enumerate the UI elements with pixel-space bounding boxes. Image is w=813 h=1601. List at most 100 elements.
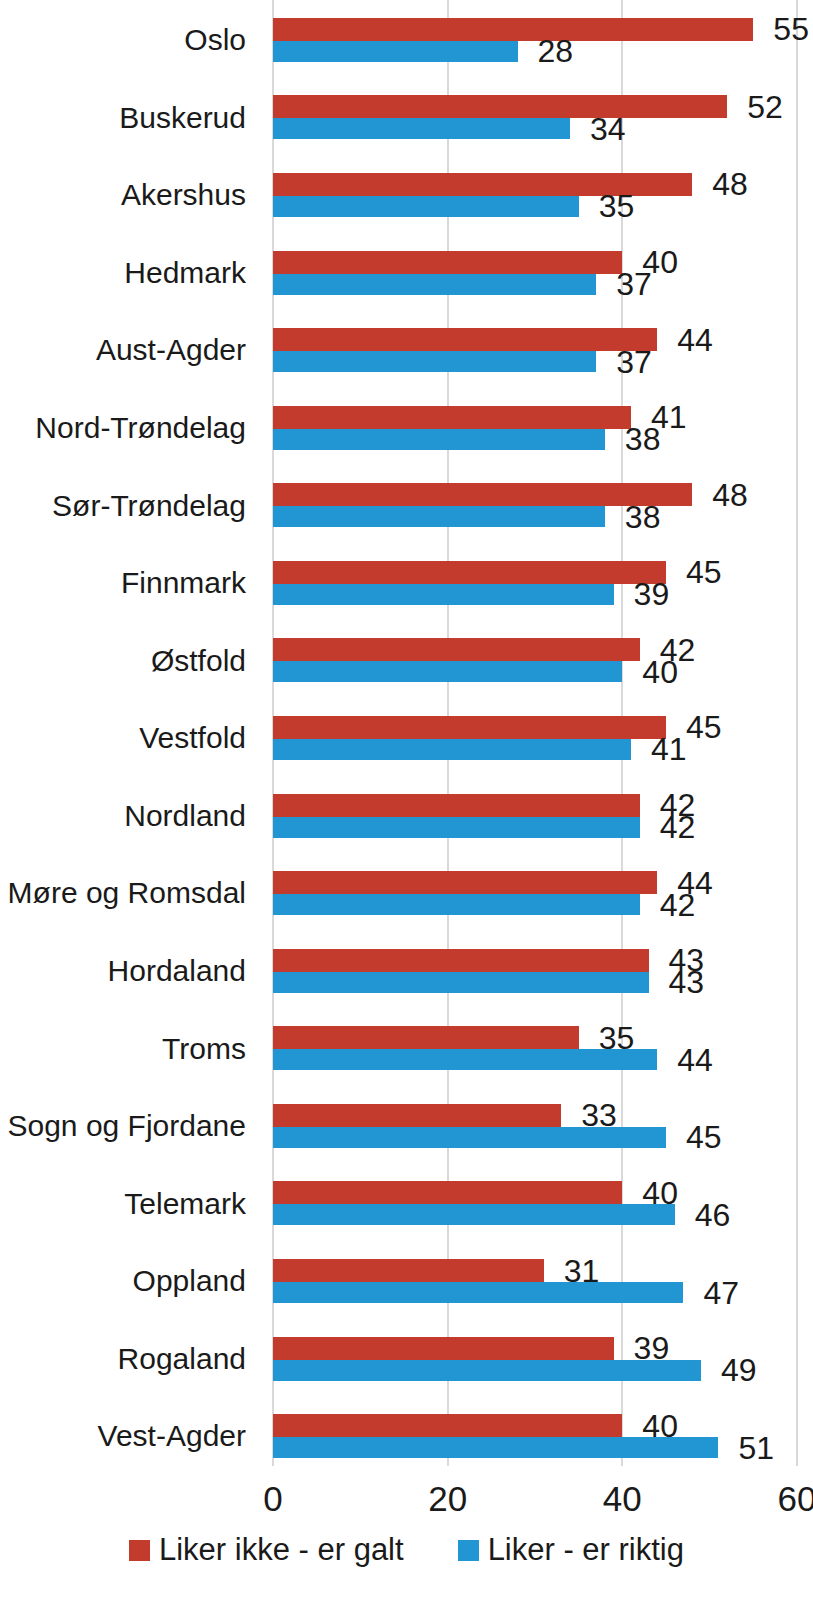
bar-liker: 28 xyxy=(273,41,518,62)
row-plot: 4343 xyxy=(273,932,797,1010)
bar-liker-ikke: 39 xyxy=(273,1337,614,1360)
row-plot: 48 38 xyxy=(273,466,797,544)
chart-row: Sør-Trøndelag 48 38 xyxy=(0,466,813,544)
bar-liker-ikke: 33 xyxy=(273,1104,561,1127)
bar-value-label: 37 xyxy=(616,268,652,300)
bar-liker: 41 xyxy=(273,739,631,760)
bar-liker: 40 xyxy=(273,661,622,682)
row-plot: 4242 xyxy=(273,777,797,855)
chart-row: Hordaland4343 xyxy=(0,932,813,1010)
bar-liker: 47 xyxy=(273,1282,683,1303)
bar-value-label: 48 xyxy=(712,479,748,511)
chart-row: Møre og Romsdal4442 xyxy=(0,854,813,932)
chart-row: Østfold4240 xyxy=(0,622,813,700)
x-tick-label: 40 xyxy=(603,1481,642,1516)
bar-liker: 37 xyxy=(273,351,596,372)
category-label: Oslo xyxy=(0,1,273,79)
bar-liker: 42 xyxy=(273,817,640,838)
category-label: Hedmark xyxy=(0,234,273,312)
legend-label: Liker ikke - er galt xyxy=(159,1532,404,1568)
category-label: Nordland xyxy=(0,777,273,855)
x-tick-label: 20 xyxy=(428,1481,467,1516)
chart-row: Finnmark4539 xyxy=(0,544,813,622)
bar-value-label: 47 xyxy=(703,1277,739,1309)
bar-value-label: 41 xyxy=(651,733,687,765)
bar-liker-ikke: 44 xyxy=(273,328,657,351)
chart-row: Oppland3147 xyxy=(0,1242,813,1320)
row-plot: 4051 xyxy=(273,1397,797,1475)
chart-row: Buskerud5234 xyxy=(0,79,813,157)
category-label: Østfold xyxy=(0,622,273,700)
bar-liker: 39 xyxy=(273,584,614,605)
chart-row: Nord-Trøndelag4138 xyxy=(0,389,813,467)
chart-row: Vest-Agder4051 xyxy=(0,1397,813,1475)
category-label: Oppland xyxy=(0,1242,273,1320)
bar-value-label: 49 xyxy=(721,1354,757,1386)
bar-chart: Oslo5528Buskerud5234Akershus4835Hedmark4… xyxy=(0,0,813,1601)
bar-liker: 37 xyxy=(273,274,596,295)
row-plot: 5528 xyxy=(273,1,797,79)
bar-liker-ikke: 40 xyxy=(273,1414,622,1437)
bar-liker-ikke: 55 xyxy=(273,18,753,41)
bar-value-label: 42 xyxy=(660,889,696,921)
chart-row: Oslo5528 xyxy=(0,1,813,79)
row-plot: 3544 xyxy=(273,1010,797,1088)
bar-value-label: 46 xyxy=(695,1199,731,1231)
category-label: Telemark xyxy=(0,1165,273,1243)
row-plot: 4046 xyxy=(273,1165,797,1243)
category-label: Vest-Agder xyxy=(0,1397,273,1475)
bar-liker: 46 xyxy=(273,1204,675,1225)
chart-row: Telemark4046 xyxy=(0,1165,813,1243)
category-label: Møre og Romsdal xyxy=(0,854,273,932)
bar-liker-ikke: 44 xyxy=(273,871,657,894)
chart-row: Sogn og Fjordane3345 xyxy=(0,1087,813,1165)
category-label: Finnmark xyxy=(0,544,273,622)
bar-value-label: 35 xyxy=(599,190,635,222)
bar-value-label: 37 xyxy=(616,346,652,378)
bar-liker-ikke: 42 xyxy=(273,794,640,817)
chart-row: Vestfold4541 xyxy=(0,699,813,777)
category-label: Nord-Trøndelag xyxy=(0,389,273,467)
bar-liker-ikke: 40 xyxy=(273,251,622,274)
category-label: Troms xyxy=(0,1010,273,1088)
bar-liker-ikke: 43 xyxy=(273,949,649,972)
row-plot: 4138 xyxy=(273,389,797,467)
chart-row: Hedmark4037 xyxy=(0,234,813,312)
chart-row: Nordland4242 xyxy=(0,777,813,855)
bar-liker-ikke: 40 xyxy=(273,1181,622,1204)
row-plot: 4541 xyxy=(273,699,797,777)
row-plot: 4835 xyxy=(273,156,797,234)
bar-value-label: 38 xyxy=(625,501,661,533)
category-label: Hordaland xyxy=(0,932,273,1010)
chart-row: Rogaland3949 xyxy=(0,1320,813,1398)
category-label: Sør-Trøndelag xyxy=(0,466,273,544)
bar-value-label: 42 xyxy=(660,811,696,843)
bar-liker-ikke: 41 xyxy=(273,406,631,429)
bar-liker-ikke: 31 xyxy=(273,1259,544,1282)
category-label: Akershus xyxy=(0,156,273,234)
bar-value-label: 52 xyxy=(747,91,783,123)
bar-liker: 44 xyxy=(273,1049,657,1070)
row-plot: 4539 xyxy=(273,544,797,622)
legend-item-0: Liker ikke - er galt xyxy=(129,1532,404,1568)
bar-value-label: 45 xyxy=(686,1121,722,1153)
x-tick-label: 60 xyxy=(778,1481,813,1516)
bar-liker-ikke: 45 xyxy=(273,561,666,584)
legend-item-1: Liker - er riktig xyxy=(458,1532,684,1568)
legend: Liker ikke - er galt Liker - er riktig xyxy=(0,1532,813,1568)
legend-label: Liker - er riktig xyxy=(488,1532,684,1568)
bar-liker: 43 xyxy=(273,972,649,993)
row-plot: 4037 xyxy=(273,234,797,312)
bar-value-label: 44 xyxy=(677,1044,713,1076)
bar-value-label: 39 xyxy=(634,578,670,610)
chart-row: Aust-Agder4437 xyxy=(0,311,813,389)
x-tick-label: 0 xyxy=(263,1481,282,1516)
category-label: Aust-Agder xyxy=(0,311,273,389)
legend-swatch-icon xyxy=(129,1540,150,1561)
bar-liker-ikke: 52 xyxy=(273,95,727,118)
chart-row: Akershus4835 xyxy=(0,156,813,234)
row-plot: 33 45 xyxy=(273,1087,797,1165)
category-label: Vestfold xyxy=(0,699,273,777)
bar-liker: 51 xyxy=(273,1437,718,1458)
bar-liker: 35 xyxy=(273,196,579,217)
